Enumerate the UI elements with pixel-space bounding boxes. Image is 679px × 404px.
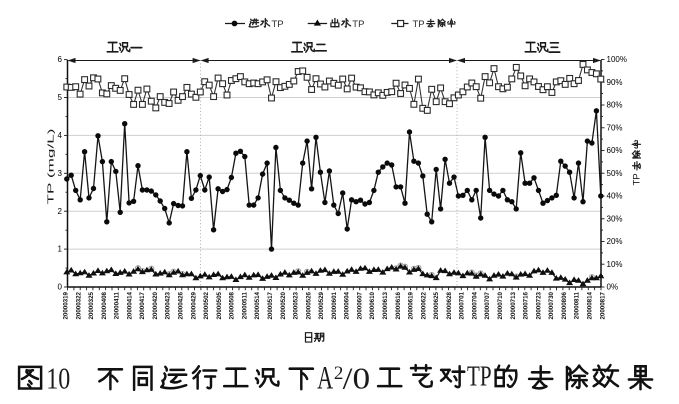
svg-text:20000517: 20000517 xyxy=(267,291,274,319)
svg-text:20000607: 20000607 xyxy=(356,291,363,319)
svg-text:20000806: 20000806 xyxy=(561,291,568,319)
svg-text:20000610: 20000610 xyxy=(369,291,376,319)
svg-text:20000704: 20000704 xyxy=(472,291,479,319)
svg-text:TP: TP xyxy=(352,19,364,30)
svg-text:20000601: 20000601 xyxy=(331,291,338,319)
svg-text:2: 2 xyxy=(334,363,344,384)
svg-text:20000423: 20000423 xyxy=(165,291,172,319)
svg-text:40%: 40% xyxy=(607,192,623,201)
svg-text:20000817: 20000817 xyxy=(599,291,606,319)
svg-text:20000420: 20000420 xyxy=(152,291,159,319)
svg-text:20000520: 20000520 xyxy=(280,291,287,319)
svg-text:20000730: 20000730 xyxy=(548,291,555,319)
svg-text:20000322: 20000322 xyxy=(75,291,82,319)
svg-text:20000408: 20000408 xyxy=(101,291,108,319)
svg-text:20000417: 20000417 xyxy=(139,291,146,319)
svg-text:20000429: 20000429 xyxy=(190,291,197,319)
svg-text:3: 3 xyxy=(58,169,63,178)
svg-text:20000604: 20000604 xyxy=(344,291,351,319)
svg-text:20000613: 20000613 xyxy=(382,291,389,319)
svg-text:TP (mg/L): TP (mg/L) xyxy=(46,128,56,204)
svg-text:20000701: 20000701 xyxy=(459,291,466,319)
svg-text:TP: TP xyxy=(467,362,492,393)
svg-text:20000502: 20000502 xyxy=(203,291,210,319)
svg-text:20000325: 20000325 xyxy=(88,291,95,319)
svg-text:20000713: 20000713 xyxy=(510,291,517,319)
svg-text:20000628: 20000628 xyxy=(446,291,453,319)
svg-text:5: 5 xyxy=(58,93,63,102)
svg-text:4: 4 xyxy=(58,131,63,140)
svg-text:20000814: 20000814 xyxy=(587,291,594,319)
svg-text:20000622: 20000622 xyxy=(420,291,427,319)
svg-text:20000523: 20000523 xyxy=(293,291,300,319)
svg-text:20000426: 20000426 xyxy=(178,291,185,319)
svg-text:20000511: 20000511 xyxy=(241,291,248,319)
svg-text:0: 0 xyxy=(58,283,63,292)
svg-text:20000625: 20000625 xyxy=(433,291,440,319)
svg-text:60%: 60% xyxy=(607,146,623,155)
svg-text:20000526: 20000526 xyxy=(305,291,312,319)
svg-text:/0: /0 xyxy=(343,361,371,396)
svg-text:0%: 0% xyxy=(607,283,619,292)
svg-text:20000319: 20000319 xyxy=(63,291,70,319)
svg-text:20000508: 20000508 xyxy=(229,291,236,319)
svg-text:100%: 100% xyxy=(607,55,627,64)
svg-text:10%: 10% xyxy=(607,260,623,269)
svg-text:2: 2 xyxy=(58,207,63,216)
svg-text:20000716: 20000716 xyxy=(523,291,530,319)
svg-text:20000514: 20000514 xyxy=(254,291,261,319)
svg-text:20000811: 20000811 xyxy=(574,291,581,319)
svg-text:20%: 20% xyxy=(607,237,623,246)
svg-text:20000723: 20000723 xyxy=(535,291,542,319)
svg-text:50%: 50% xyxy=(607,169,623,178)
svg-text:TP: TP xyxy=(272,19,284,30)
svg-text:80%: 80% xyxy=(607,101,623,110)
svg-text:20000505: 20000505 xyxy=(216,291,223,319)
svg-text:90%: 90% xyxy=(607,78,623,87)
svg-text:20000411: 20000411 xyxy=(114,291,121,319)
svg-text:20000529: 20000529 xyxy=(318,291,325,319)
svg-text:30%: 30% xyxy=(607,214,623,223)
svg-text:10: 10 xyxy=(46,361,70,396)
svg-text:20000707: 20000707 xyxy=(484,291,491,319)
svg-text:A: A xyxy=(317,361,333,397)
svg-text:TP: TP xyxy=(632,173,643,185)
svg-text:20000414: 20000414 xyxy=(126,291,133,319)
svg-text:20000710: 20000710 xyxy=(497,291,504,319)
svg-text:1: 1 xyxy=(58,245,63,254)
svg-text:6: 6 xyxy=(58,55,63,64)
svg-text:20000616: 20000616 xyxy=(395,291,402,319)
svg-text:20000619: 20000619 xyxy=(408,291,415,319)
svg-text:TP: TP xyxy=(413,19,425,30)
svg-text:70%: 70% xyxy=(607,123,623,132)
